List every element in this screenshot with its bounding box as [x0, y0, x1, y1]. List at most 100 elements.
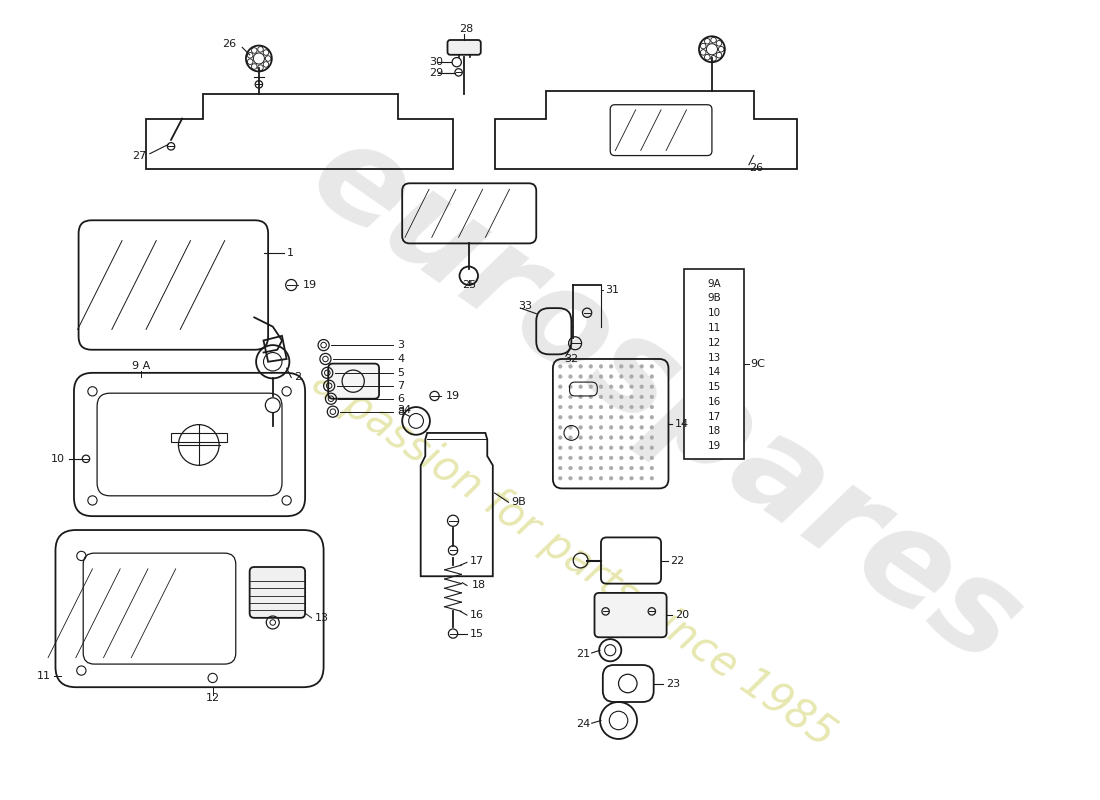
- Text: 13: 13: [315, 613, 329, 623]
- Text: 10: 10: [51, 454, 65, 464]
- Circle shape: [609, 395, 613, 398]
- FancyBboxPatch shape: [328, 363, 380, 398]
- Text: a passion for parts since 1985: a passion for parts since 1985: [304, 360, 843, 755]
- Circle shape: [650, 365, 653, 368]
- Text: 19: 19: [304, 280, 318, 290]
- Circle shape: [640, 365, 643, 368]
- Text: 4: 4: [397, 354, 405, 364]
- Circle shape: [629, 436, 634, 439]
- Text: 12: 12: [707, 338, 721, 348]
- Text: 27: 27: [132, 150, 146, 161]
- Circle shape: [600, 365, 603, 368]
- Circle shape: [569, 385, 572, 389]
- Circle shape: [559, 385, 562, 389]
- Circle shape: [559, 365, 562, 368]
- Text: 7: 7: [397, 381, 405, 390]
- Circle shape: [600, 406, 603, 409]
- Text: 2: 2: [294, 373, 301, 382]
- Text: 31: 31: [606, 285, 619, 294]
- Text: eurospares: eurospares: [287, 109, 1044, 692]
- Circle shape: [559, 436, 562, 439]
- Text: 14: 14: [707, 367, 721, 378]
- Circle shape: [640, 415, 643, 419]
- Circle shape: [559, 446, 562, 450]
- Text: 34: 34: [397, 405, 411, 415]
- Circle shape: [629, 466, 634, 470]
- FancyBboxPatch shape: [250, 567, 305, 618]
- Circle shape: [588, 476, 593, 480]
- Circle shape: [559, 406, 562, 409]
- Text: 23: 23: [666, 678, 680, 689]
- Circle shape: [600, 456, 603, 460]
- Text: 30: 30: [429, 57, 443, 67]
- Circle shape: [569, 436, 572, 439]
- Circle shape: [619, 365, 624, 368]
- Text: 9B: 9B: [707, 294, 722, 303]
- Bar: [684, 270, 745, 459]
- Circle shape: [609, 436, 613, 439]
- Circle shape: [588, 436, 593, 439]
- Circle shape: [559, 476, 562, 480]
- Circle shape: [629, 385, 634, 389]
- Circle shape: [650, 456, 653, 460]
- Circle shape: [650, 374, 653, 378]
- Circle shape: [609, 406, 613, 409]
- Circle shape: [559, 415, 562, 419]
- Text: 17: 17: [470, 555, 484, 566]
- Circle shape: [609, 385, 613, 389]
- Circle shape: [559, 466, 562, 470]
- Circle shape: [588, 374, 593, 378]
- Circle shape: [600, 385, 603, 389]
- Circle shape: [579, 466, 583, 470]
- Circle shape: [588, 456, 593, 460]
- Circle shape: [569, 406, 572, 409]
- Text: 18: 18: [707, 426, 721, 437]
- Circle shape: [640, 385, 643, 389]
- Circle shape: [569, 365, 572, 368]
- Circle shape: [609, 426, 613, 430]
- Text: 19: 19: [446, 391, 460, 401]
- Circle shape: [569, 476, 572, 480]
- Circle shape: [569, 395, 572, 398]
- Circle shape: [619, 476, 624, 480]
- Circle shape: [629, 365, 634, 368]
- Circle shape: [559, 456, 562, 460]
- FancyBboxPatch shape: [594, 593, 667, 638]
- Text: 32: 32: [564, 354, 579, 364]
- Circle shape: [640, 446, 643, 450]
- Circle shape: [569, 446, 572, 450]
- Circle shape: [609, 415, 613, 419]
- Circle shape: [650, 476, 653, 480]
- Circle shape: [559, 426, 562, 430]
- Circle shape: [609, 365, 613, 368]
- Text: 26: 26: [222, 38, 236, 49]
- Circle shape: [609, 446, 613, 450]
- Text: 16: 16: [470, 610, 484, 620]
- Circle shape: [619, 406, 624, 409]
- Circle shape: [650, 415, 653, 419]
- Circle shape: [579, 385, 583, 389]
- Circle shape: [588, 466, 593, 470]
- Circle shape: [650, 436, 653, 439]
- FancyBboxPatch shape: [448, 40, 481, 54]
- Circle shape: [650, 395, 653, 398]
- Text: 29: 29: [429, 68, 443, 78]
- Text: 19: 19: [707, 442, 721, 451]
- Circle shape: [640, 426, 643, 430]
- Circle shape: [609, 456, 613, 460]
- Circle shape: [600, 466, 603, 470]
- Circle shape: [650, 385, 653, 389]
- Text: 11: 11: [37, 671, 51, 681]
- Circle shape: [629, 446, 634, 450]
- Circle shape: [600, 374, 603, 378]
- Circle shape: [650, 406, 653, 409]
- Circle shape: [559, 395, 562, 398]
- Circle shape: [640, 466, 643, 470]
- Circle shape: [569, 456, 572, 460]
- Circle shape: [579, 395, 583, 398]
- Circle shape: [640, 476, 643, 480]
- Circle shape: [588, 426, 593, 430]
- Circle shape: [600, 476, 603, 480]
- Text: 9B: 9B: [512, 498, 526, 507]
- Text: 14: 14: [675, 418, 689, 429]
